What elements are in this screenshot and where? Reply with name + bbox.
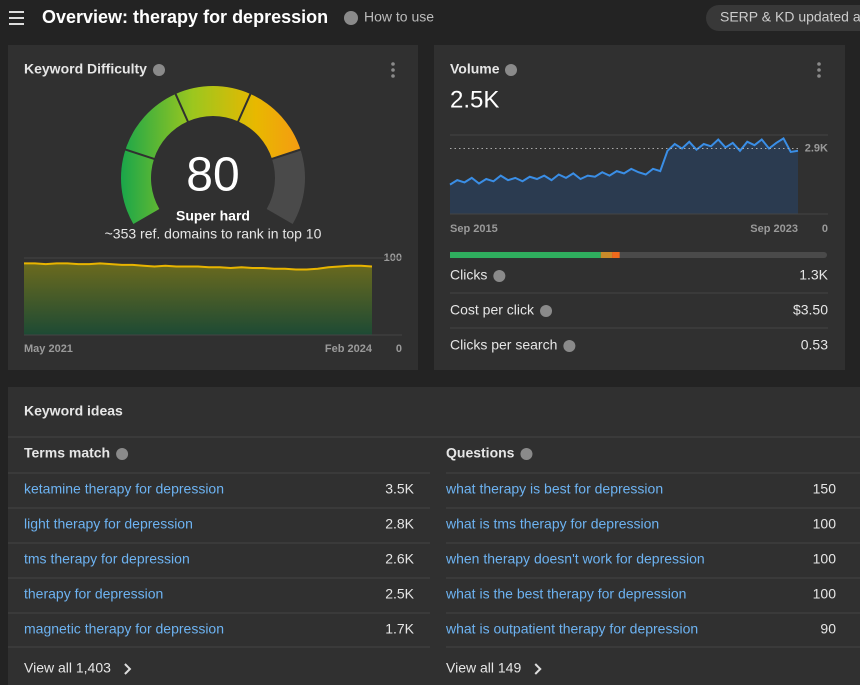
view-all-link[interactable]: View all 1,403 xyxy=(24,660,111,676)
keyword-volume: 90 xyxy=(820,621,836,637)
ideas-card xyxy=(8,387,860,685)
x-axis-label: Sep 2015 xyxy=(450,223,498,235)
column-title: Terms match xyxy=(24,445,110,461)
page-title: Overview: therapy for depression xyxy=(42,7,328,27)
chevron xyxy=(534,663,542,675)
column-title: Questions xyxy=(446,445,515,461)
metric-value: 1.3K xyxy=(799,267,828,283)
help-icon[interactable] xyxy=(153,64,165,76)
help-icon[interactable] xyxy=(520,448,533,460)
gauge-divider xyxy=(124,148,156,161)
keyword-link[interactable]: what is tms therapy for depression xyxy=(445,516,659,532)
keyword-volume: 100 xyxy=(813,586,837,602)
trend-line xyxy=(24,262,373,271)
split-segment xyxy=(612,252,620,258)
gauge-divider xyxy=(270,148,302,161)
x-axis-label: May 2021 xyxy=(24,343,73,355)
keyword-link[interactable]: when therapy doesn't work for depression xyxy=(445,551,705,567)
x-axis-label: Sep 2023 xyxy=(750,223,798,235)
keyword-volume: 2.6K xyxy=(385,551,414,567)
y-tick-label: 0 xyxy=(396,343,402,355)
chevron xyxy=(124,663,132,675)
help-icon[interactable] xyxy=(493,270,506,282)
menu-dots[interactable] xyxy=(817,62,821,78)
keyword-link[interactable]: what therapy is best for depression xyxy=(445,481,663,497)
keyword-link[interactable]: therapy for depression xyxy=(24,586,163,602)
y-tick-label: 0 xyxy=(822,223,828,235)
help-icon[interactable] xyxy=(540,305,553,317)
y-tick-label: 2.9K xyxy=(805,142,828,154)
card-title: Volume xyxy=(450,61,500,77)
keyword-volume: 2.5K xyxy=(385,586,414,602)
gauge-fill xyxy=(121,86,301,224)
keyword-link[interactable]: tms therapy for depression xyxy=(24,551,190,567)
status-pill xyxy=(706,5,860,31)
gauge-divider xyxy=(236,92,252,123)
keyword-volume: 100 xyxy=(813,551,837,567)
help-icon[interactable] xyxy=(116,448,129,460)
metric-value: 0.53 xyxy=(801,337,828,353)
card-title: Keyword ideas xyxy=(24,403,123,419)
help-link[interactable]: How to use xyxy=(364,9,434,25)
keyword-volume: 100 xyxy=(813,516,837,532)
view-all-link[interactable]: View all 149 xyxy=(446,660,521,676)
status-text: SERP & KD updated a xyxy=(720,9,860,25)
card-title: Keyword Difficulty xyxy=(24,61,147,77)
gauge-divider xyxy=(174,92,190,123)
metric-label: Cost per click xyxy=(450,302,535,318)
trend-area xyxy=(24,263,372,335)
trend-line xyxy=(449,136,799,186)
help-icon[interactable] xyxy=(344,11,358,25)
x-axis-label: Feb 2024 xyxy=(325,343,373,355)
menu-icon[interactable] xyxy=(9,11,24,25)
keyword-link[interactable]: what is the best therapy for depression xyxy=(445,586,686,602)
kd-score: 80 xyxy=(186,149,239,202)
keyword-volume: 3.5K xyxy=(385,481,414,497)
trend-area xyxy=(450,138,798,214)
keyword-link[interactable]: magnetic therapy for depression xyxy=(24,621,224,637)
split-segment xyxy=(600,252,613,258)
kd-note: ~353 ref. domains to rank in top 10 xyxy=(105,226,322,242)
kd-level: Super hard xyxy=(176,208,250,224)
keyword-link[interactable]: what is outpatient therapy for depressio… xyxy=(445,621,698,637)
gauge-track xyxy=(266,149,306,224)
keyword-volume: 2.8K xyxy=(385,516,414,532)
metric-label: Clicks xyxy=(450,267,487,283)
split-segment xyxy=(450,252,601,258)
keyword-volume: 150 xyxy=(813,481,837,497)
metric-label: Clicks per search xyxy=(450,337,557,353)
volume-value: 2.5K xyxy=(450,86,499,113)
menu-dots[interactable] xyxy=(391,62,395,78)
keyword-link[interactable]: light therapy for depression xyxy=(24,516,193,532)
keyword-link[interactable]: ketamine therapy for depression xyxy=(24,481,224,497)
metric-value: $3.50 xyxy=(793,302,828,318)
help-icon[interactable] xyxy=(505,64,517,76)
help-icon[interactable] xyxy=(563,340,576,352)
keyword-volume: 1.7K xyxy=(385,621,414,637)
